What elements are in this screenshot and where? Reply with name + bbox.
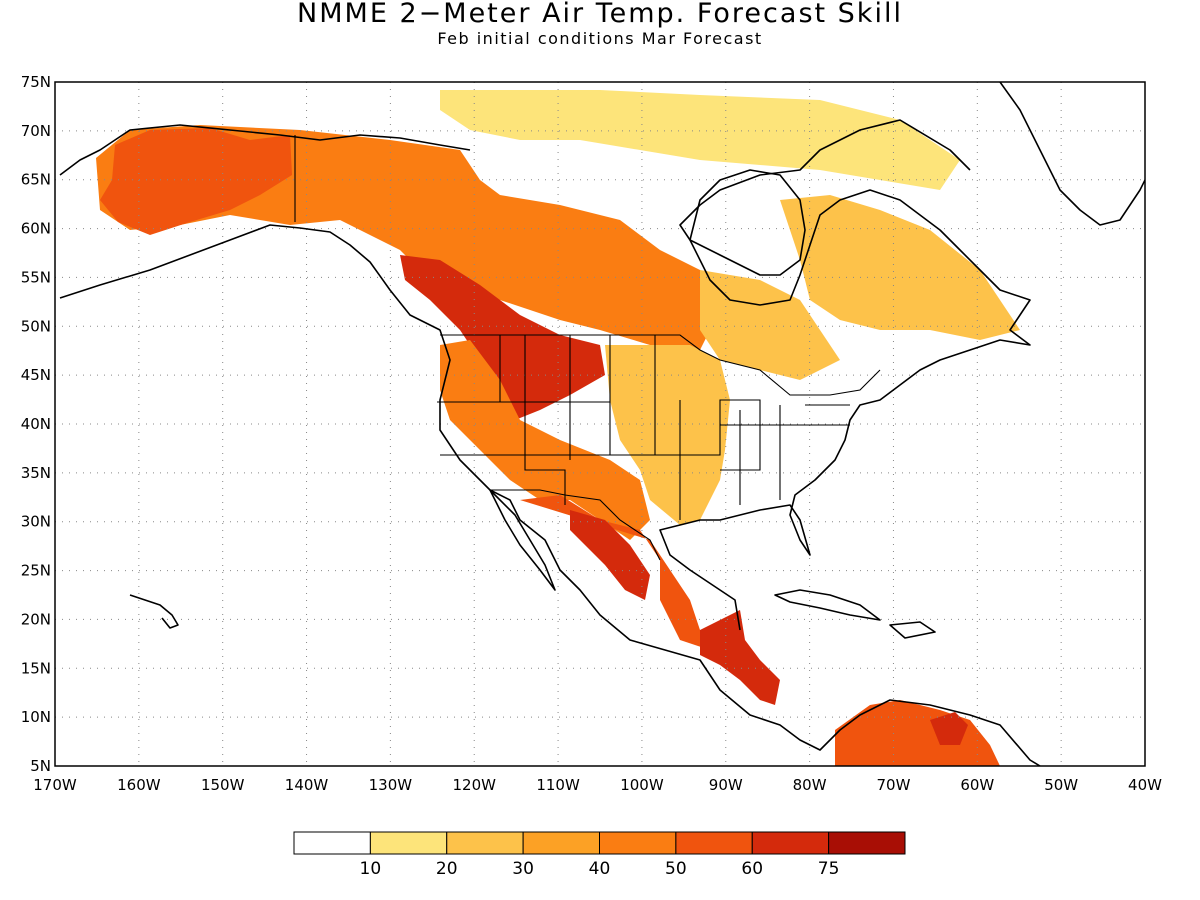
coastline-cuba (774, 589, 881, 621)
lon-tick-label: 110W (536, 776, 580, 794)
colorbar-label: 30 (512, 859, 534, 879)
region-east-canada (700, 270, 840, 380)
border-us-states-3 (440, 335, 761, 471)
colorbar-swatch (751, 831, 830, 855)
region-south-america (835, 700, 1000, 766)
coastline-north-america-east (659, 119, 1031, 631)
coastlines (59, 82, 1145, 766)
region-greenland-east (1030, 82, 1145, 195)
lon-tick-label: 140W (285, 776, 329, 794)
lat-tick-label: 40N (21, 415, 51, 433)
longitude-labels: 170W 160W 150W 140W 130W 120W 110W 100W 90W 80W 70… (33, 776, 1162, 794)
lat-tick-label: 5N (30, 757, 51, 775)
lon-tick-label: 150W (201, 776, 245, 794)
colorbar-swatch (446, 831, 524, 855)
coastline-hawaii (129, 594, 179, 629)
lat-tick-label: 35N (21, 464, 51, 482)
map-title: NMME 2−Meter Air Temp. Forecast Skill (297, 0, 903, 29)
coastline-baja (489, 489, 556, 591)
region-alaska (100, 128, 292, 235)
border-us-mexico (490, 489, 661, 561)
region-arctic (440, 90, 960, 190)
lat-tick-label: 10N (21, 708, 51, 726)
lat-tick-label: 70N (21, 122, 51, 140)
colorbar-label: 10 (360, 859, 382, 879)
lat-tick-label: 60N (21, 220, 51, 238)
colorbar-label: 75 (818, 859, 840, 879)
border-us-states-4 (654, 335, 850, 520)
colorbar-label: 40 (589, 859, 611, 879)
lon-tick-label: 160W (117, 776, 161, 794)
colorbar-swatch (828, 831, 906, 855)
plot-frame (54, 81, 1146, 767)
colorbar-swatch (599, 831, 677, 855)
lat-tick-label: 50N (21, 317, 51, 335)
colorbar: 10 20 30 40 50 60 75 (293, 831, 906, 879)
lon-tick-label: 90W (709, 776, 743, 794)
lat-tick-label: 65N (21, 171, 51, 189)
colorbar-swatch (675, 831, 753, 855)
skill-shading (96, 82, 1145, 766)
region-rockies-north (400, 255, 605, 420)
coastline-greenland (999, 82, 1145, 226)
lon-tick-label: 60W (960, 776, 994, 794)
lon-tick-label: 50W (1044, 776, 1078, 794)
region-plains (605, 345, 730, 525)
map-subtitle: Feb initial conditions Mar Forecast (437, 29, 763, 48)
political-borders (294, 135, 881, 561)
coastline-hispaniola (889, 621, 936, 639)
region-mexico (520, 495, 710, 650)
region-south-america-core (930, 712, 968, 745)
colorbar-swatch (369, 831, 448, 855)
lon-tick-label: 100W (620, 776, 664, 794)
region-quebec (780, 195, 1020, 340)
lat-tick-label: 30N (21, 513, 51, 531)
border-us-states-2 (524, 335, 566, 505)
lon-tick-label: 170W (33, 776, 77, 794)
colorbar-label: 20 (436, 859, 458, 879)
lat-tick-label: 15N (21, 659, 51, 677)
region-mexico-core (570, 510, 650, 600)
region-us-west (440, 340, 650, 540)
colorbar-swatch (522, 831, 600, 855)
colorbar-label: 50 (665, 859, 687, 879)
lon-tick-label: 120W (452, 776, 496, 794)
lat-tick-label: 75N (21, 73, 51, 91)
colorbar-swatch (293, 831, 371, 855)
lon-tick-label: 40W (1128, 776, 1162, 794)
region-central-america (700, 610, 780, 705)
border-us-canada (440, 334, 881, 396)
lon-tick-label: 130W (369, 776, 413, 794)
coastline-north-america-west (59, 224, 1041, 766)
lon-tick-label: 80W (793, 776, 827, 794)
lat-tick-label: 55N (21, 268, 51, 286)
lon-tick-label: 70W (877, 776, 911, 794)
latitude-labels: 75N 70N 65N 60N 55N 50N 45N 40N 35N 30N 25N 20N 15N 1… (21, 73, 51, 775)
coastline-alaska-north (59, 124, 471, 176)
lat-tick-label: 25N (21, 562, 51, 580)
colorbar-label: 60 (741, 859, 763, 879)
lat-tick-label: 20N (21, 610, 51, 628)
lat-tick-label: 45N (21, 366, 51, 384)
coastline-hudson-bay (689, 169, 806, 276)
